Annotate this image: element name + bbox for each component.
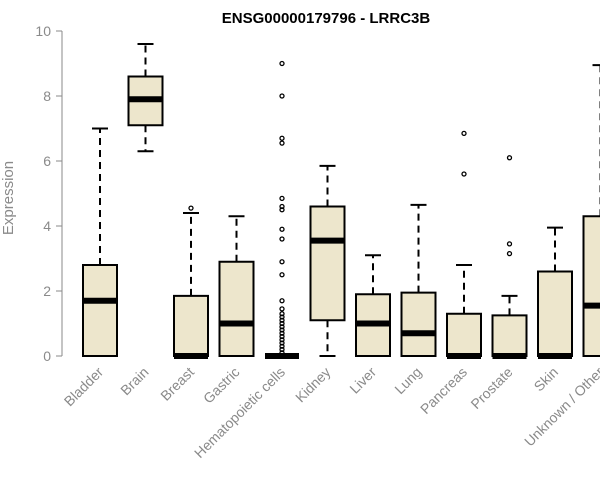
outlier-point (279, 333, 285, 340)
box-body (309, 205, 346, 322)
outlier-point (279, 226, 285, 232)
outlier-point (279, 298, 285, 304)
x-tick-label-liver: Liver (346, 364, 379, 397)
outlier-point (279, 140, 285, 146)
outlier-point (279, 207, 285, 213)
outlier-point (279, 203, 285, 210)
box-breast (173, 205, 209, 359)
outlier-point (279, 195, 285, 202)
outlier-point (279, 272, 285, 278)
outlier-point (279, 60, 285, 67)
outlier-point (188, 205, 194, 211)
box-kidney (309, 164, 346, 357)
x-tick-label-prostate: Prostate (467, 364, 515, 412)
y-tick-label: 6 (43, 153, 51, 169)
outlier-point (279, 340, 285, 346)
box-skin (537, 226, 573, 359)
box-body (400, 291, 437, 357)
box-body (582, 215, 600, 357)
x-tick-label-hematopoietic-cells: Hematopoietic cells (191, 364, 288, 461)
outlier-point (279, 320, 285, 327)
x-tick-label-brain: Brain (117, 364, 151, 398)
box-brain (127, 43, 164, 153)
outlier-point (279, 306, 285, 312)
box-liver (355, 254, 391, 357)
chart-title: ENSG00000179796 - LRRC3B (222, 10, 431, 27)
x-tick-label-kidney: Kidney (292, 364, 334, 406)
outlier-point (279, 236, 285, 242)
y-axis-label: Expression (0, 161, 17, 235)
box-unknown-other (582, 64, 600, 357)
box-lung (400, 203, 437, 357)
box-body (218, 260, 255, 357)
outlier-point (506, 155, 513, 161)
outlier-point (279, 259, 285, 265)
y-tick-label: 10 (35, 23, 51, 39)
outlier-point (279, 314, 285, 320)
y-tick-label: 4 (43, 218, 51, 234)
outlier-point (279, 337, 285, 343)
x-tick-label-breast: Breast (157, 364, 197, 404)
x-tick-label-unknown-other: Unknown / Other (521, 364, 600, 450)
outlier-point (279, 327, 285, 333)
box-pancreas (446, 130, 482, 359)
outlier-point (279, 311, 285, 317)
outlier-point (279, 350, 285, 356)
y-tick-label: 0 (43, 348, 51, 364)
box-body (82, 264, 118, 357)
x-tick-label-pancreas: Pancreas (417, 364, 470, 417)
outlier-point (279, 330, 285, 336)
outlier-point (279, 324, 285, 330)
outlier-point (461, 130, 467, 137)
outlier-point (279, 343, 285, 349)
outlier-point (461, 171, 467, 177)
outlier-point (506, 250, 513, 257)
y-axis: 0 2 4 6 8 10 (35, 23, 63, 364)
outlier-point (279, 346, 285, 353)
outlier-point (279, 135, 285, 141)
box-hematopoietic-cells (265, 60, 299, 359)
plot-area (82, 43, 600, 359)
box-body (537, 270, 573, 357)
box-prostate (491, 155, 528, 359)
x-tick-label-gastric: Gastric (200, 364, 243, 407)
outlier-point (506, 241, 513, 247)
y-tick-label: 8 (43, 88, 51, 104)
x-tick-label-skin: Skin (531, 364, 562, 395)
y-tick-label: 2 (43, 283, 51, 299)
x-tick-label-lung: Lung (391, 364, 424, 397)
box-body (446, 312, 482, 357)
box-body (491, 314, 528, 357)
outlier-point (279, 317, 285, 323)
outlier-point (279, 93, 285, 99)
box-gastric (218, 215, 255, 357)
x-tick-label-bladder: Bladder (61, 364, 107, 410)
box-bladder (82, 127, 118, 357)
box-body (173, 294, 209, 357)
